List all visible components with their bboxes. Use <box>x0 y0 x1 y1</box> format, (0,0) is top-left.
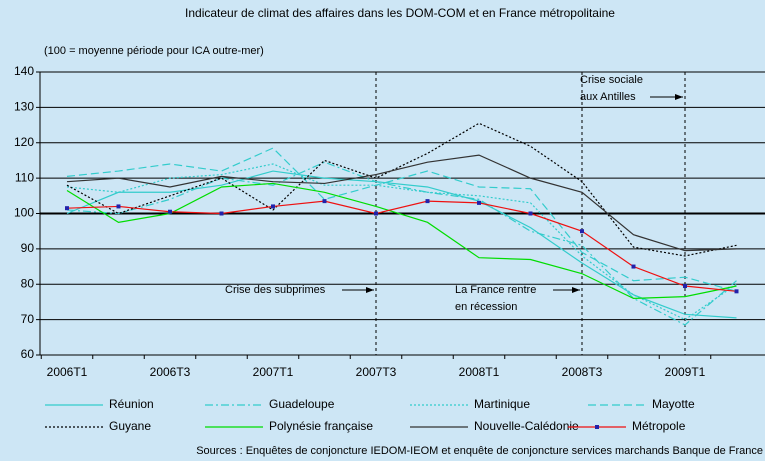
point <box>477 200 481 205</box>
x-tick-label: 2006T3 <box>150 365 191 379</box>
legend-label: Guadeloupe <box>269 397 335 411</box>
annotation: Crise des subprimes <box>225 284 326 296</box>
point <box>219 211 224 216</box>
series-line <box>66 200 737 292</box>
legend-label: Nouvelle-Calédonie <box>474 419 579 433</box>
series-line <box>66 147 737 292</box>
x-tick-label: 2009T1 <box>665 365 706 379</box>
point <box>168 209 172 214</box>
y-tick-label: 70 <box>21 312 35 326</box>
point <box>374 211 378 216</box>
point <box>322 199 327 204</box>
point <box>425 199 430 204</box>
legend-label: Mayotte <box>652 397 695 411</box>
legend-label: Guyane <box>109 419 151 433</box>
legend-label: Martinique <box>474 397 530 411</box>
legend-label: Métropole <box>632 419 686 433</box>
annotation: La France rentre <box>455 284 536 296</box>
point <box>580 229 584 234</box>
series-line <box>66 182 737 300</box>
chart-title: Indicateur de climat des affaires dans l… <box>185 6 615 20</box>
annotation: en récession <box>455 301 517 313</box>
point <box>683 284 687 289</box>
y-tick-label: 100 <box>14 206 34 220</box>
annotation: aux Antilles <box>580 91 636 103</box>
point <box>116 204 121 209</box>
y-tick-label: 120 <box>14 135 34 149</box>
point <box>734 289 739 294</box>
series-line <box>66 163 737 321</box>
x-tick-label: 2006T1 <box>47 365 88 379</box>
point <box>271 204 275 209</box>
y-tick-label: 110 <box>15 170 34 184</box>
source: Sources : Enquêtes de conjoncture IEDOM-… <box>196 445 763 457</box>
point <box>528 211 533 216</box>
legend-marker <box>595 425 599 429</box>
y-tick-label: 90 <box>21 241 35 255</box>
y-tick-label: 60 <box>21 347 35 361</box>
annotation: Crise sociale <box>580 74 643 86</box>
y-tick-label: 140 <box>14 64 34 78</box>
legend-label: Polynésie française <box>269 419 373 433</box>
x-tick-label: 2007T1 <box>253 365 294 379</box>
point <box>65 206 69 211</box>
x-tick-label: 2007T3 <box>356 365 397 379</box>
legend-label: Réunion <box>109 397 154 411</box>
y-tick-label: 130 <box>14 100 34 114</box>
x-tick-label: 2008T3 <box>562 365 603 379</box>
series-line <box>66 154 737 252</box>
y-tick-label: 80 <box>21 276 35 290</box>
x-tick-label: 2008T1 <box>459 365 500 379</box>
chart-subtitle: (100 = moyenne période pour ICA outre-me… <box>44 45 264 57</box>
series-line <box>66 161 737 326</box>
point <box>631 264 636 269</box>
